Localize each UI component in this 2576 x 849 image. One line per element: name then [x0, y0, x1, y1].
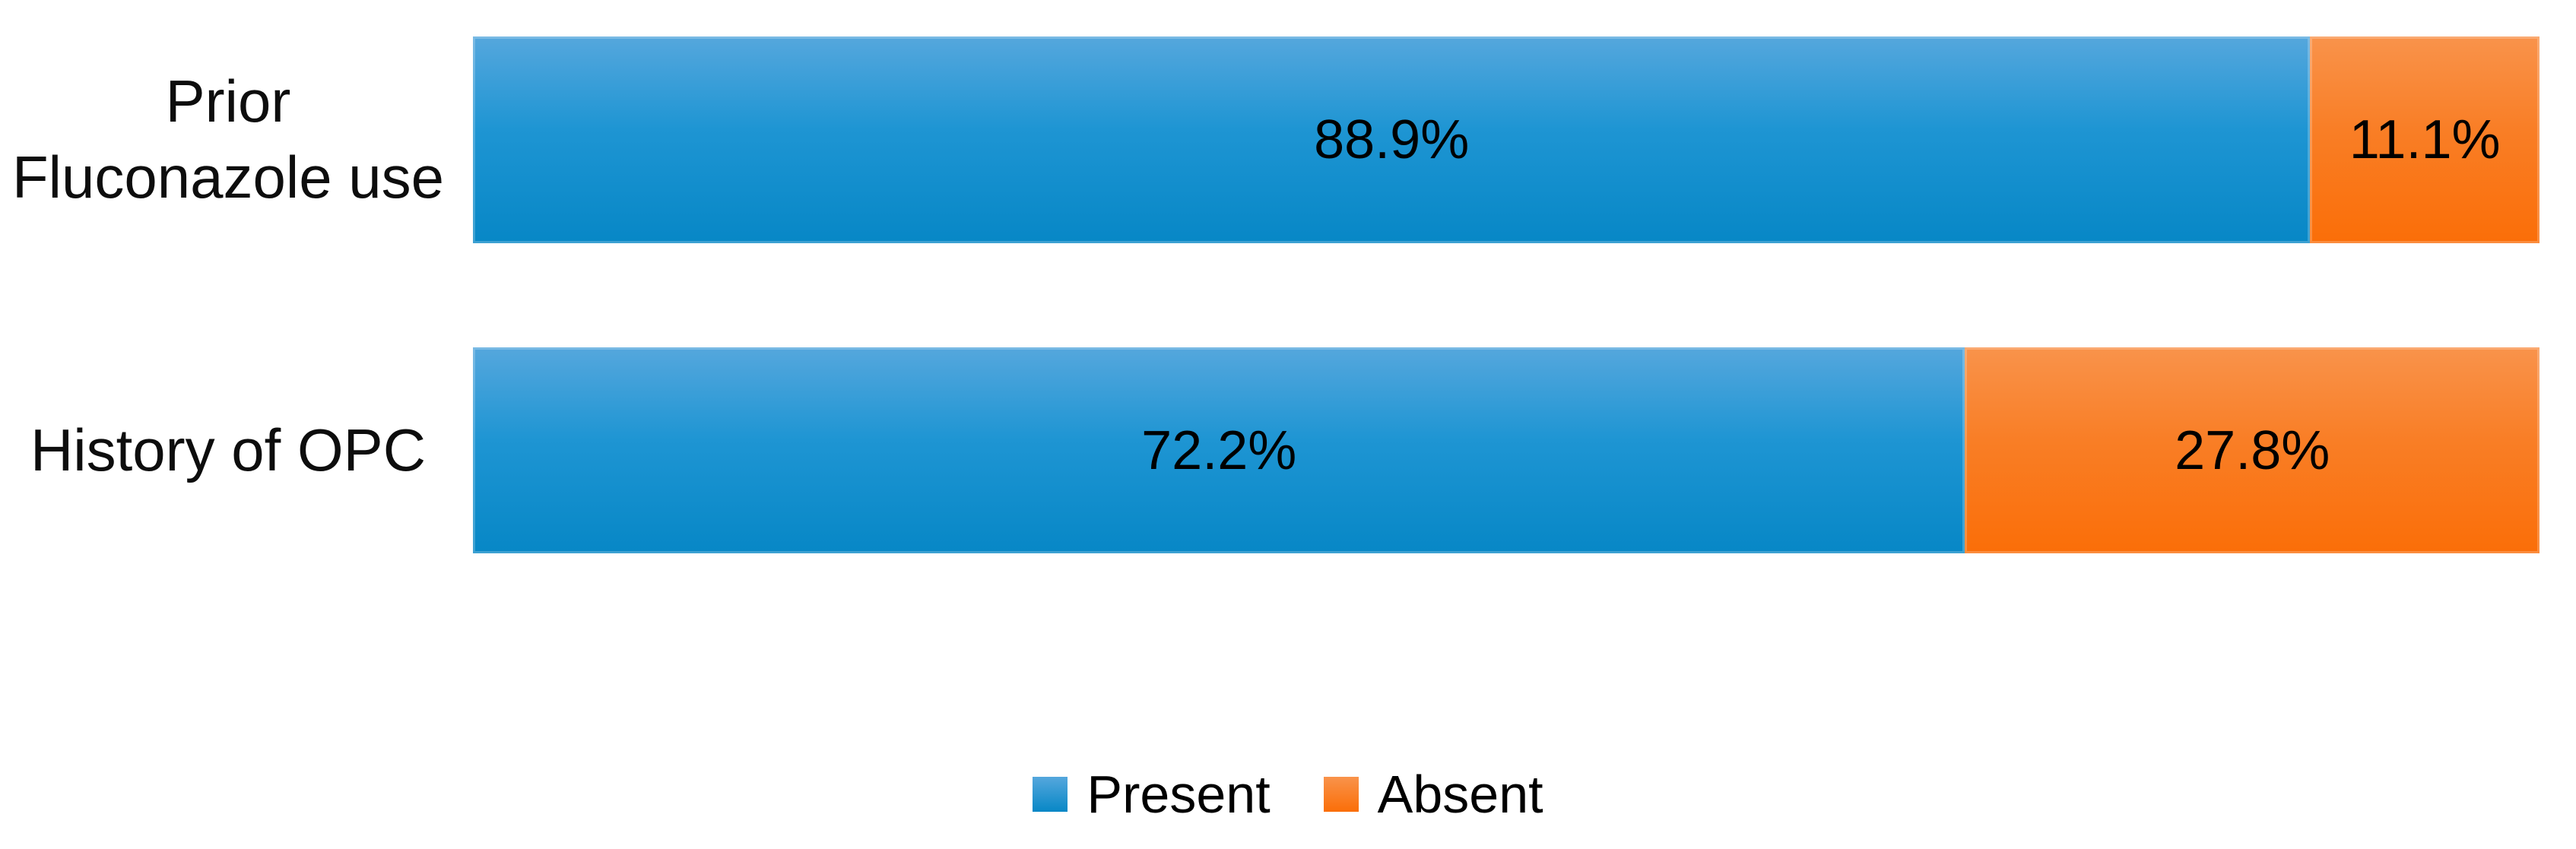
data-label-present: 72.2%: [1141, 420, 1297, 481]
category-label-history-of-opc: History of OPC: [0, 347, 456, 553]
bar-history-of-opc: 72.2% 27.8%: [473, 347, 2540, 553]
legend-swatch-present-icon: [1033, 777, 1068, 812]
legend-label-absent: Absent: [1377, 765, 1543, 824]
legend-item-absent: Absent: [1323, 765, 1543, 824]
legend-swatch-absent-icon: [1323, 777, 1359, 812]
bar-segment-absent: 27.8%: [1965, 347, 2540, 553]
legend: Present Absent: [0, 760, 2576, 828]
bar-segment-present: 88.9%: [473, 36, 2311, 243]
bar-segment-absent: 11.1%: [2310, 36, 2540, 243]
bar-segment-present: 72.2%: [473, 347, 1965, 553]
legend-item-present: Present: [1033, 765, 1271, 824]
category-label-line: History of OPC: [30, 416, 427, 483]
category-label-line: Fluconazole use: [11, 144, 444, 211]
legend-label-present: Present: [1087, 765, 1271, 824]
data-label-absent: 11.1%: [2349, 109, 2501, 170]
data-label-present: 88.9%: [1314, 109, 1470, 170]
bar-prior-fluconazole-use: 88.9% 11.1%: [473, 36, 2540, 243]
data-label-absent: 27.8%: [2175, 420, 2330, 481]
category-label-prior-fluconazole-use: Prior Fluconazole use: [0, 36, 456, 243]
category-label-line: Prior: [165, 68, 291, 135]
